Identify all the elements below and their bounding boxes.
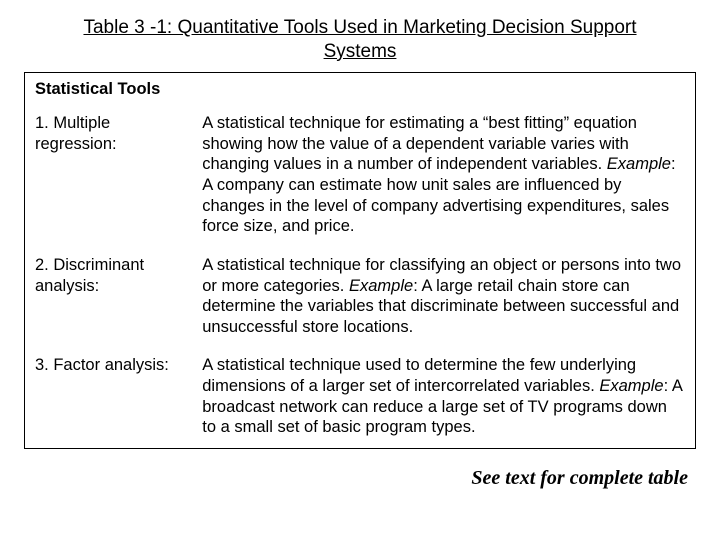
row-description: A statistical technique for classifying … [192,247,695,348]
tools-table: Statistical Tools 1. Multiple regression… [24,72,696,449]
row-label: 2. Discriminant analysis: [25,247,193,348]
desc-text: A statistical technique for estimating a… [202,114,637,173]
table-row: 2. Discriminant analysis: A statistical … [25,247,696,348]
desc-text: A statistical technique used to determin… [202,356,636,395]
row-label: 1. Multiple regression: [25,105,193,247]
section-header: Statistical Tools [25,72,696,105]
table-row: 3. Factor analysis: A statistical techni… [25,347,696,448]
example-label: Example [349,277,413,295]
example-label: Example [607,155,671,173]
page: Table 3 -1: Quantitative Tools Used in M… [0,0,720,540]
table-row: 1. Multiple regression: A statistical te… [25,105,696,247]
row-description: A statistical technique used to determin… [192,347,695,448]
table-row: Statistical Tools [25,72,696,105]
row-label: 3. Factor analysis: [25,347,193,448]
footer-note: See text for complete table [24,467,696,490]
row-description: A statistical technique for estimating a… [192,105,695,247]
example-label: Example [599,377,663,395]
table-title: Table 3 -1: Quantitative Tools Used in M… [52,16,668,64]
